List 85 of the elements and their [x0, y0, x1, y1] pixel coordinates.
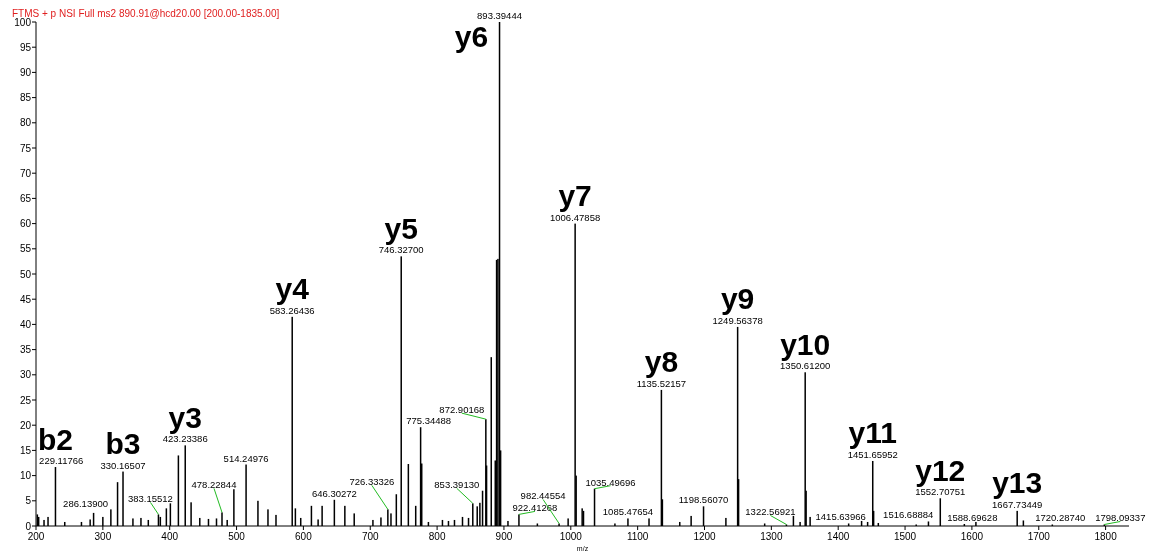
annotation: 922.41268: [512, 502, 558, 514]
y-tick-label: 15: [19, 444, 32, 456]
x-tick-label: 1700: [1027, 531, 1051, 542]
x-tick-label: 1400: [827, 531, 850, 542]
annotation: y9: [720, 282, 755, 316]
x-tick-label: 800: [428, 531, 446, 542]
annotation: 872.90168: [439, 404, 485, 416]
annotation: 1552.70751: [915, 486, 966, 498]
annotation: 775.34488: [406, 415, 452, 427]
annotation: 423.23386: [162, 433, 208, 445]
y-tick-label: 85: [19, 92, 32, 104]
annotation: 1198.56070: [678, 494, 729, 506]
annotation: 330.16507: [100, 459, 146, 471]
annotation: y6: [454, 19, 489, 53]
y-tick-label: 35: [19, 344, 32, 356]
y-tick-label: 75: [19, 142, 32, 154]
annotation: 229.11766: [39, 455, 84, 467]
annotation: 646.30272: [311, 487, 357, 499]
y-tick-label: 90: [19, 66, 32, 78]
annotation: y12: [915, 453, 966, 487]
y-tick-label: 30: [19, 369, 32, 381]
annotation: 982.44554: [520, 490, 566, 502]
annotation: 383.15512: [127, 493, 173, 505]
annotation: y10: [780, 327, 831, 361]
annotation: y4: [275, 272, 310, 306]
annotation: 1249.56378: [712, 314, 763, 326]
annotation: 1415.63966: [815, 511, 866, 523]
y-tick-label: 45: [19, 293, 32, 305]
annotation: 1451.65952: [847, 448, 898, 460]
y-tick-label: 65: [19, 192, 32, 204]
x-tick-label: 1000: [559, 531, 583, 542]
annotation: y8: [644, 345, 679, 379]
annotation: 726.33326: [349, 476, 395, 488]
annotation: 1667.73449: [992, 498, 1043, 510]
x-tick-label: 1800: [1094, 531, 1118, 542]
x-tick-label: 1300: [760, 531, 783, 542]
annotation: 1350.61200: [780, 360, 831, 372]
y-tick-label: 70: [19, 167, 32, 179]
x-tick-label: 1500: [893, 531, 917, 542]
x-tick-label: 700: [361, 531, 380, 542]
annotation: 583.26436: [269, 304, 315, 316]
annotation: 1135.52157: [636, 377, 687, 389]
y-tick-label: 0: [25, 520, 32, 532]
x-tick-label: 400: [161, 531, 179, 542]
annotation: 746.32700: [378, 244, 424, 256]
annotation: y13: [992, 466, 1043, 500]
x-tick-label: 300: [94, 531, 112, 542]
y-tick-label: 40: [19, 318, 32, 330]
annotation: 514.24976: [223, 452, 269, 464]
annotation: 1516.68884: [883, 509, 934, 521]
x-tick-label: 900: [495, 531, 513, 542]
y-tick-label: 50: [19, 268, 32, 280]
annotation: b3: [105, 427, 141, 461]
y-tick-label: 5: [25, 495, 32, 507]
annotation: 286.13900: [63, 497, 109, 509]
annotation: b2: [37, 422, 73, 456]
annotation: y3: [168, 400, 202, 434]
annotation: 478.22844: [191, 479, 237, 491]
annotation: 1588.69628: [947, 511, 998, 523]
annotation: y7: [558, 179, 592, 213]
annotation: 1006.47858: [550, 211, 601, 223]
annotation: 1720.28740: [1035, 512, 1086, 524]
y-tick-label: 60: [19, 218, 32, 230]
annotation: 893.39444: [477, 10, 522, 21]
y-tick-label: 10: [19, 470, 32, 482]
x-tick-label: 600: [295, 531, 313, 542]
annotation: y11: [848, 416, 897, 450]
y-tick-label: 95: [19, 41, 32, 53]
y-tick-label: 100: [14, 16, 32, 28]
x-tick-label: 500: [228, 531, 246, 542]
annotation: 1322.56921: [745, 506, 796, 518]
annotation: 1798.09337: [1095, 512, 1146, 524]
annotation: 853.39130: [434, 479, 480, 491]
y-tick-label: 55: [19, 243, 32, 255]
x-tick-label: 1100: [626, 531, 649, 542]
y-tick-label: 80: [19, 117, 32, 129]
y-tick-label: 20: [19, 419, 32, 431]
annotation: 1035.49696: [585, 476, 636, 488]
chart-title: FTMS + p NSI Full ms2 890.91@hcd20.00 [200.00-1835.00]: [12, 8, 280, 19]
x-tick-label: 200: [27, 531, 45, 542]
x-tick-label: 1200: [693, 531, 717, 542]
y-tick-label: 25: [19, 394, 32, 406]
annotation: 1085.47654: [602, 506, 654, 518]
annotation: y5: [384, 211, 418, 245]
x-tick-label: 1600: [960, 531, 984, 542]
